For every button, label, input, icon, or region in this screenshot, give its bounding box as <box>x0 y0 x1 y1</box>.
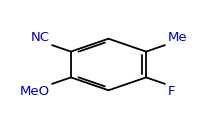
Text: NC: NC <box>31 31 49 44</box>
Text: Me: Me <box>168 31 187 44</box>
Text: F: F <box>168 85 175 98</box>
Text: MeO: MeO <box>19 85 49 98</box>
